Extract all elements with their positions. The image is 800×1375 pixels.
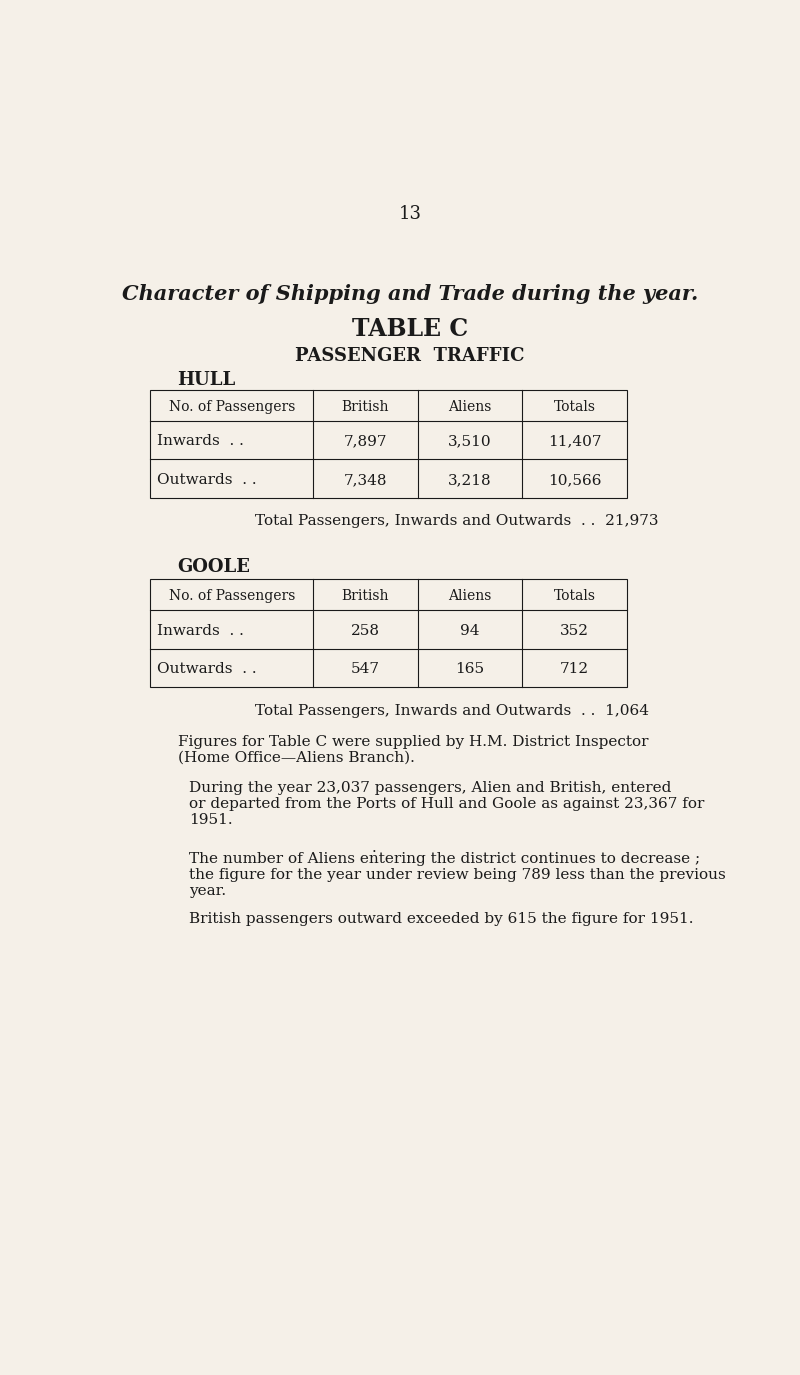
Text: HULL: HULL [178, 371, 236, 389]
Text: British: British [342, 590, 389, 604]
Text: PASSENGER  TRAFFIC: PASSENGER TRAFFIC [295, 346, 525, 364]
Text: Inwards  . .: Inwards . . [157, 624, 243, 638]
Text: Figures for Table C were supplied by H.M. District Inspector
(Home Office—Aliens: Figures for Table C were supplied by H.M… [178, 734, 648, 764]
Text: 11,407: 11,407 [548, 434, 602, 448]
Text: During the year 23,037 passengers, Alien and British, entered
or departed from t: During the year 23,037 passengers, Alien… [189, 781, 705, 828]
Text: Inwards  . .: Inwards . . [157, 434, 243, 448]
Text: 3,218: 3,218 [448, 473, 492, 487]
Text: 10,566: 10,566 [548, 473, 602, 487]
Text: Aliens: Aliens [448, 400, 492, 414]
Text: Aliens: Aliens [448, 590, 492, 604]
Text: Total Passengers, Inwards and Outwards  . .  1,064: Total Passengers, Inwards and Outwards .… [255, 704, 649, 718]
Text: The number of Aliens entering the district continues to decrease ;
the figure fo: The number of Aliens entering the distri… [189, 852, 726, 898]
Text: 712: 712 [560, 663, 590, 676]
Text: Totals: Totals [554, 590, 596, 604]
Text: 352: 352 [560, 624, 589, 638]
Bar [150, 579, 627, 688]
Text: No. of Passengers: No. of Passengers [169, 590, 295, 604]
Text: TABLE C: TABLE C [352, 318, 468, 341]
Text: British passengers outward exceeded by 615 the figure for 1951.: British passengers outward exceeded by 6… [189, 912, 694, 925]
Text: 165: 165 [455, 663, 485, 676]
Text: .: . [371, 842, 376, 855]
Text: GOOLE: GOOLE [178, 558, 250, 576]
Text: 7,348: 7,348 [344, 473, 387, 487]
Text: Outwards  . .: Outwards . . [157, 473, 256, 487]
Text: British: British [342, 400, 389, 414]
Text: No. of Passengers: No. of Passengers [169, 400, 295, 414]
Text: Outwards  . .: Outwards . . [157, 663, 256, 676]
Text: 3,510: 3,510 [448, 434, 492, 448]
Text: Totals: Totals [554, 400, 596, 414]
Text: Character of Shipping and Trade during the year.: Character of Shipping and Trade during t… [122, 285, 698, 304]
Bar [150, 390, 627, 498]
Text: 7,897: 7,897 [344, 434, 387, 448]
Text: 94: 94 [460, 624, 480, 638]
Text: 547: 547 [351, 663, 380, 676]
Text: 13: 13 [398, 205, 422, 223]
Text: 258: 258 [351, 624, 380, 638]
Text: Total Passengers, Inwards and Outwards  . .  21,973: Total Passengers, Inwards and Outwards .… [255, 514, 658, 528]
